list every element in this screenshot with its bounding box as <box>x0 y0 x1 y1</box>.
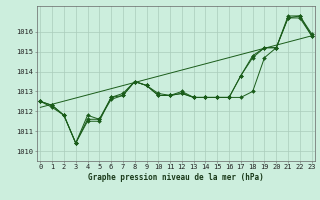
X-axis label: Graphe pression niveau de la mer (hPa): Graphe pression niveau de la mer (hPa) <box>88 173 264 182</box>
